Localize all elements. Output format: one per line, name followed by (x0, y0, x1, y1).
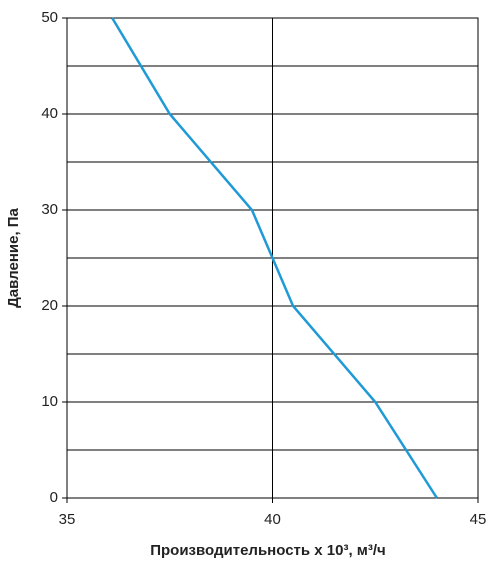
y-tick-label: 50 (41, 9, 58, 26)
plot-border (66, 17, 479, 499)
y-tick-label: 20 (41, 297, 58, 314)
x-tick-label: 45 (470, 511, 487, 528)
y-tick-label: 40 (41, 105, 58, 122)
y-tick-label: 30 (41, 201, 58, 218)
y-tick-label: 0 (50, 489, 58, 506)
y-tick-label: 10 (41, 393, 58, 410)
y-axis-title: Давление, Па (5, 207, 22, 307)
data-line (111, 17, 438, 499)
x-tick-label: 40 (264, 511, 281, 528)
x-axis-title: Производительность х 10³, м³/ч (150, 542, 386, 559)
x-tick-label: 35 (59, 511, 76, 528)
